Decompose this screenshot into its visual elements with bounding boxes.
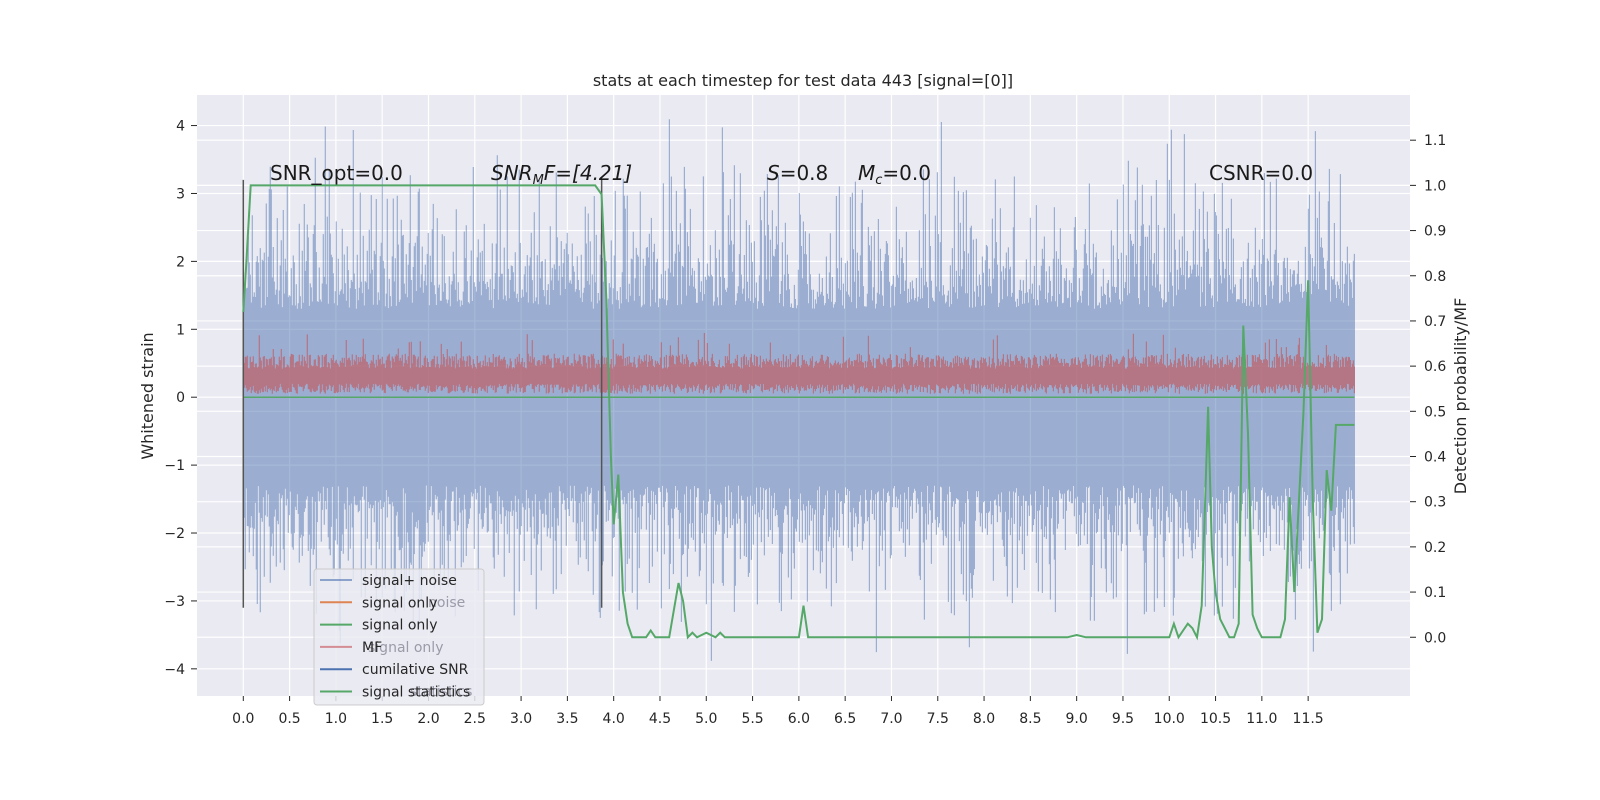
snr-opt-annotation: SNR_opt=0.0 <box>270 161 403 185</box>
legend-label: signal only <box>362 595 437 611</box>
x-tick-label: 7.0 <box>880 711 902 727</box>
y-right-tick-label: 0.6 <box>1424 359 1446 375</box>
x-tick-label: 9.0 <box>1066 711 1088 727</box>
snr-mf-annotation: SNRMF=[4.21] <box>491 161 632 188</box>
vertical-markers <box>242 179 603 608</box>
x-tick-label: 7.5 <box>927 711 949 727</box>
x-tick-label: 10.0 <box>1154 711 1185 727</box>
legend-ghost-statistics: statistics <box>410 684 472 700</box>
legend-ghost-signal-only: signal only <box>368 640 443 656</box>
x-tick-label: 1.0 <box>325 711 347 727</box>
x-tick-label: 9.5 <box>1112 711 1134 727</box>
chart-title: stats at each timestep for test data 443… <box>593 71 1013 90</box>
y-right-tick-label: 0.8 <box>1424 269 1446 285</box>
x-tick-label: 3.5 <box>556 711 578 727</box>
x-tick-label: 0.0 <box>232 711 254 727</box>
y-left-tick-label: 2 <box>176 254 185 270</box>
annotations: SNR_opt=0.0 SNRMF=[4.21] S=0.8 Mc=0.0 CS… <box>270 161 1313 188</box>
legend: noise signal only statistics signal+ noi… <box>313 568 485 706</box>
legend-ghost-noise: noise <box>428 595 465 611</box>
legend-box <box>313 568 485 706</box>
y-right-tick-label: 0.4 <box>1424 450 1446 466</box>
x-tick-label: 6.5 <box>834 711 856 727</box>
legend-label: cumilative SNR <box>362 662 469 678</box>
x-tick-label: 2.0 <box>417 711 439 727</box>
y-left-tick-label: 3 <box>176 186 185 202</box>
y-left-tick-label: 1 <box>176 322 185 338</box>
x-tick-label: 5.0 <box>695 711 717 727</box>
x-tick-label: 4.5 <box>649 711 671 727</box>
right-y-axis-title: Detection probability/MF <box>1451 298 1470 495</box>
legend-label: signal statistics <box>362 685 470 701</box>
x-tick-label: 11.0 <box>1246 711 1277 727</box>
x-tick-label: 10.5 <box>1200 711 1231 727</box>
y-right-tick-label: 0.5 <box>1424 404 1446 420</box>
y-left-tick-label: −2 <box>164 526 185 542</box>
x-tick-label: 6.0 <box>788 711 810 727</box>
csnr-annotation: CSNR=0.0 <box>1209 161 1313 185</box>
y-right-tick-label: 1.1 <box>1424 133 1446 149</box>
x-tick-label: 3.0 <box>510 711 532 727</box>
mc-annotation: Mc=0.0 <box>858 161 931 188</box>
s-annotation: S=0.8 <box>767 161 828 185</box>
x-tick-label: 11.5 <box>1293 711 1324 727</box>
x-tick-label: 4.0 <box>603 711 625 727</box>
y-left-tick-label: −1 <box>164 458 185 474</box>
y-left-tick-label: 0 <box>176 390 185 406</box>
y-right-tick-label: 0.1 <box>1424 585 1446 601</box>
x-tick-label: 0.5 <box>278 711 300 727</box>
left-y-axis-ticks: 4 3 2 1 0 −1 −2 −3 −4 <box>164 119 197 678</box>
y-right-tick-label: 0.7 <box>1424 314 1446 330</box>
y-left-tick-label: 4 <box>176 119 185 135</box>
y-right-tick-label: 0.3 <box>1424 495 1446 511</box>
x-tick-label: 1.5 <box>371 711 393 727</box>
legend-label: MF <box>362 640 382 656</box>
left-y-axis-title: Whitened strain <box>138 332 157 459</box>
y-right-tick-label: 1.0 <box>1424 178 1446 194</box>
legend-label: signal+ noise <box>362 573 457 589</box>
y-right-tick-label: 0.0 <box>1424 630 1446 646</box>
y-left-tick-label: −4 <box>164 662 185 678</box>
y-left-tick-label: −3 <box>164 594 185 610</box>
y-right-tick-label: 0.2 <box>1424 540 1446 556</box>
signal-statistics-line <box>242 184 1355 641</box>
x-tick-label: 2.5 <box>464 711 486 727</box>
legend-label: signal only <box>362 618 437 634</box>
x-tick-label: 8.5 <box>1019 711 1041 727</box>
x-axis-ticks: 0.0 0.5 1.0 1.5 2.0 2.5 3.0 3.5 4.0 4.5 5.0 5.5 6.0 6… <box>232 696 1324 727</box>
x-tick-label: 5.5 <box>741 711 763 727</box>
x-tick-label: 8.0 <box>973 711 995 727</box>
right-y-axis-ticks: 1.1 1.0 0.9 0.8 0.7 0.6 0.5 0.4 0.3 0.2 0.1 0.0 <box>1410 133 1446 646</box>
y-right-tick-label: 0.9 <box>1424 224 1446 240</box>
